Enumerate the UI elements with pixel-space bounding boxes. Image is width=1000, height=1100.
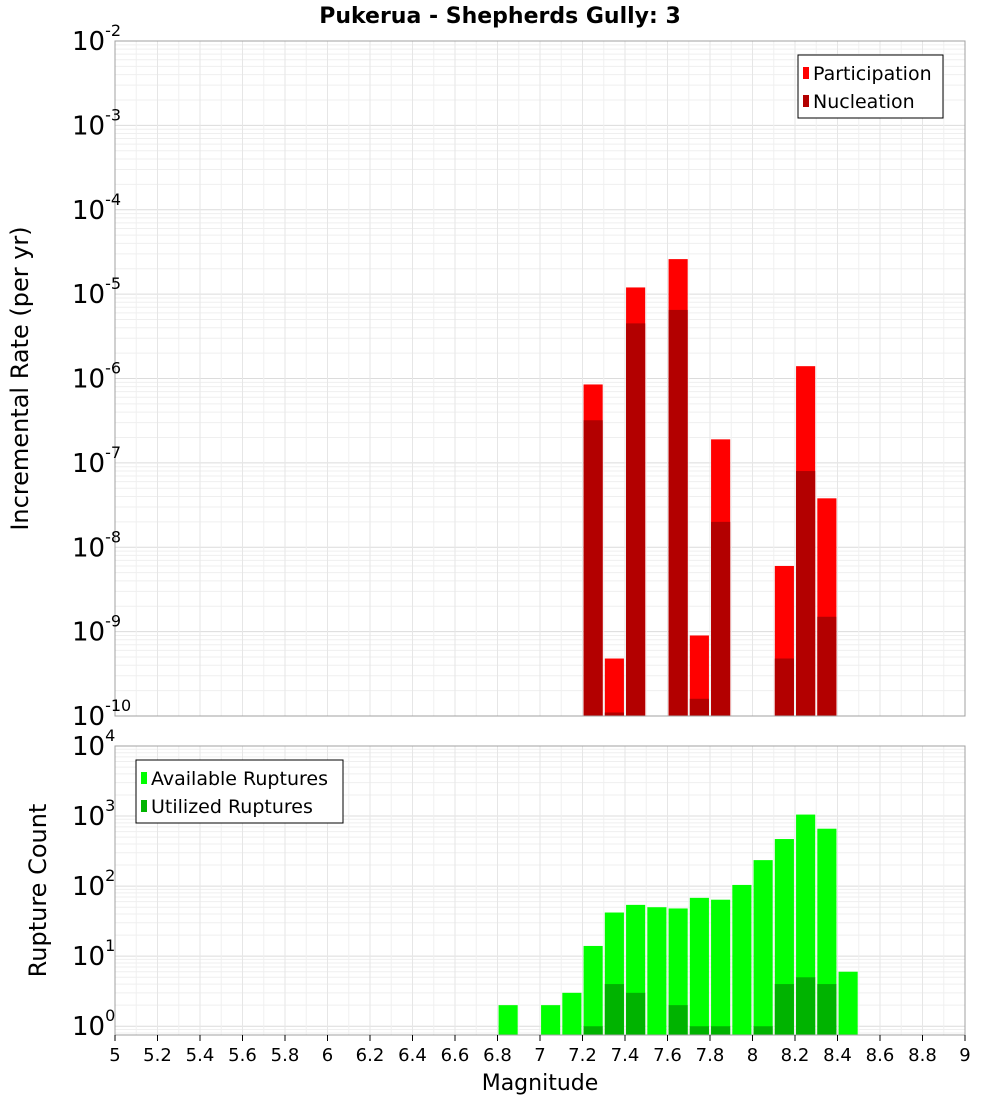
rate-bar-nucleation xyxy=(689,698,709,716)
x-tick-label: 8 xyxy=(747,1045,758,1066)
x-tick-label: 6.8 xyxy=(483,1045,512,1066)
count-legend-swatch xyxy=(141,772,147,784)
rate-bar-nucleation xyxy=(817,616,837,716)
rate-y-ticks: 10-10 10-9 10-8 10-7 10-6 10-5 10-4 10-3 10-2 xyxy=(72,21,131,732)
rate-bar-nucleation xyxy=(796,471,816,716)
x-tick-label: 5 xyxy=(109,1045,120,1066)
rate-y-axis-label: Incremental Rate (per yr) xyxy=(6,226,34,530)
x-tick-label: 8.8 xyxy=(908,1045,937,1066)
count-legend-swatch xyxy=(141,800,147,812)
rate-y-tick-label: 10-9 xyxy=(72,612,121,648)
count-bar-available-ruptures xyxy=(838,971,858,1035)
count-bar-utilized-ruptures xyxy=(626,992,646,1035)
count-legend: Available Ruptures Utilized Ruptures xyxy=(135,759,344,824)
count-bar-available-ruptures xyxy=(817,828,837,1035)
rate-bar-participation xyxy=(604,658,624,716)
count-legend-label: Utilized Ruptures xyxy=(151,796,313,818)
x-tick-label: 7.6 xyxy=(653,1045,682,1066)
rate-bar-nucleation xyxy=(711,521,731,716)
count-bar-available-ruptures xyxy=(647,907,667,1035)
rate-y-tick-label: 10-5 xyxy=(72,274,121,310)
x-tick-label: 6.2 xyxy=(356,1045,385,1066)
count-y-tick-label: 102 xyxy=(72,866,115,902)
rate-grid xyxy=(114,40,966,717)
x-ticks: 5 5.2 5.4 5.6 5.8 6 6.2 6.4 6.6 6.8 7 7.2 7.4 7.6 7.8 8… xyxy=(109,1035,971,1066)
x-tick-label: 6.6 xyxy=(441,1045,470,1066)
rate-legend-label: Participation xyxy=(813,63,932,85)
rate-legend: Participation Nucleation xyxy=(797,54,944,119)
count-bar-available-ruptures xyxy=(562,992,582,1035)
rate-legend-label: Nucleation xyxy=(813,91,915,113)
x-tick-label: 7.8 xyxy=(696,1045,725,1066)
rate-plot-frame xyxy=(114,40,966,717)
count-legend-label: Available Ruptures xyxy=(151,768,328,790)
count-bar-utilized-ruptures xyxy=(604,984,624,1035)
x-tick-label: 5.6 xyxy=(228,1045,257,1066)
count-bar-utilized-ruptures xyxy=(689,1026,709,1035)
count-legend-box xyxy=(135,759,344,824)
x-tick-label: 6.4 xyxy=(398,1045,427,1066)
chart-title: Pukerua - Shepherds Gully: 3 xyxy=(319,4,681,29)
rate-bar-nucleation xyxy=(583,420,603,716)
rate-y-tick-label: 10-4 xyxy=(72,190,121,226)
rate-y-tick-label: 10-8 xyxy=(72,527,121,563)
count-bar-available-ruptures xyxy=(498,1005,518,1035)
count-bar-utilized-ruptures xyxy=(583,1026,603,1035)
x-tick-label: 7.4 xyxy=(611,1045,640,1066)
count-bar-utilized-ruptures xyxy=(774,984,794,1035)
count-bar-utilized-ruptures xyxy=(753,1026,773,1035)
count-bar-available-ruptures xyxy=(732,884,752,1035)
count-y-tick-label: 101 xyxy=(72,936,115,972)
rate-bar-nucleation xyxy=(604,712,624,716)
count-bar-available-ruptures xyxy=(689,897,709,1035)
x-tick-label: 7.2 xyxy=(568,1045,597,1066)
rate-bar-nucleation xyxy=(626,323,646,716)
count-bar-available-ruptures xyxy=(583,945,603,1035)
x-tick-label: 8.4 xyxy=(823,1045,852,1066)
rate-bar-participation xyxy=(689,635,709,716)
count-bar-utilized-ruptures xyxy=(668,1005,688,1035)
count-y-tick-label: 103 xyxy=(72,796,115,832)
rate-legend-swatch xyxy=(803,67,809,79)
x-tick-label: 5.8 xyxy=(271,1045,300,1066)
count-bar-available-ruptures xyxy=(753,860,773,1035)
count-bar-utilized-ruptures xyxy=(796,977,816,1035)
x-axis-label: Magnitude xyxy=(482,1071,599,1096)
x-tick-label: 8.6 xyxy=(866,1045,895,1066)
rate-y-tick-label: 10-3 xyxy=(72,105,121,141)
rate-bars xyxy=(583,259,837,716)
count-bar-available-ruptures xyxy=(541,1005,561,1035)
rate-legend-swatch xyxy=(803,95,809,107)
x-tick-label: 9 xyxy=(959,1045,970,1066)
count-y-tick-label: 100 xyxy=(72,1006,115,1042)
rate-y-tick-label: 10-2 xyxy=(72,21,121,57)
count-bars xyxy=(498,814,858,1035)
count-y-axis-label: Rupture Count xyxy=(24,804,52,978)
rate-legend-box xyxy=(797,54,944,119)
count-bar-available-ruptures xyxy=(711,899,731,1035)
x-tick-label: 6 xyxy=(322,1045,333,1066)
rate-bar-nucleation xyxy=(668,309,688,716)
rate-y-tick-label: 10-6 xyxy=(72,359,121,395)
rate-y-tick-label: 10-10 xyxy=(72,696,131,732)
count-bar-available-ruptures xyxy=(668,908,688,1035)
count-y-tick-label: 104 xyxy=(72,726,115,762)
x-tick-label: 5.2 xyxy=(143,1045,172,1066)
x-tick-label: 5.4 xyxy=(186,1045,215,1066)
count-bar-utilized-ruptures xyxy=(817,984,837,1035)
rate-bar-nucleation xyxy=(774,658,794,716)
x-tick-label: 7 xyxy=(534,1045,545,1066)
x-tick-label: 8.2 xyxy=(781,1045,810,1066)
count-bar-utilized-ruptures xyxy=(711,1026,731,1035)
count-y-ticks: 100 101 102 103 104 xyxy=(72,726,115,1042)
rate-y-tick-label: 10-7 xyxy=(72,443,121,479)
